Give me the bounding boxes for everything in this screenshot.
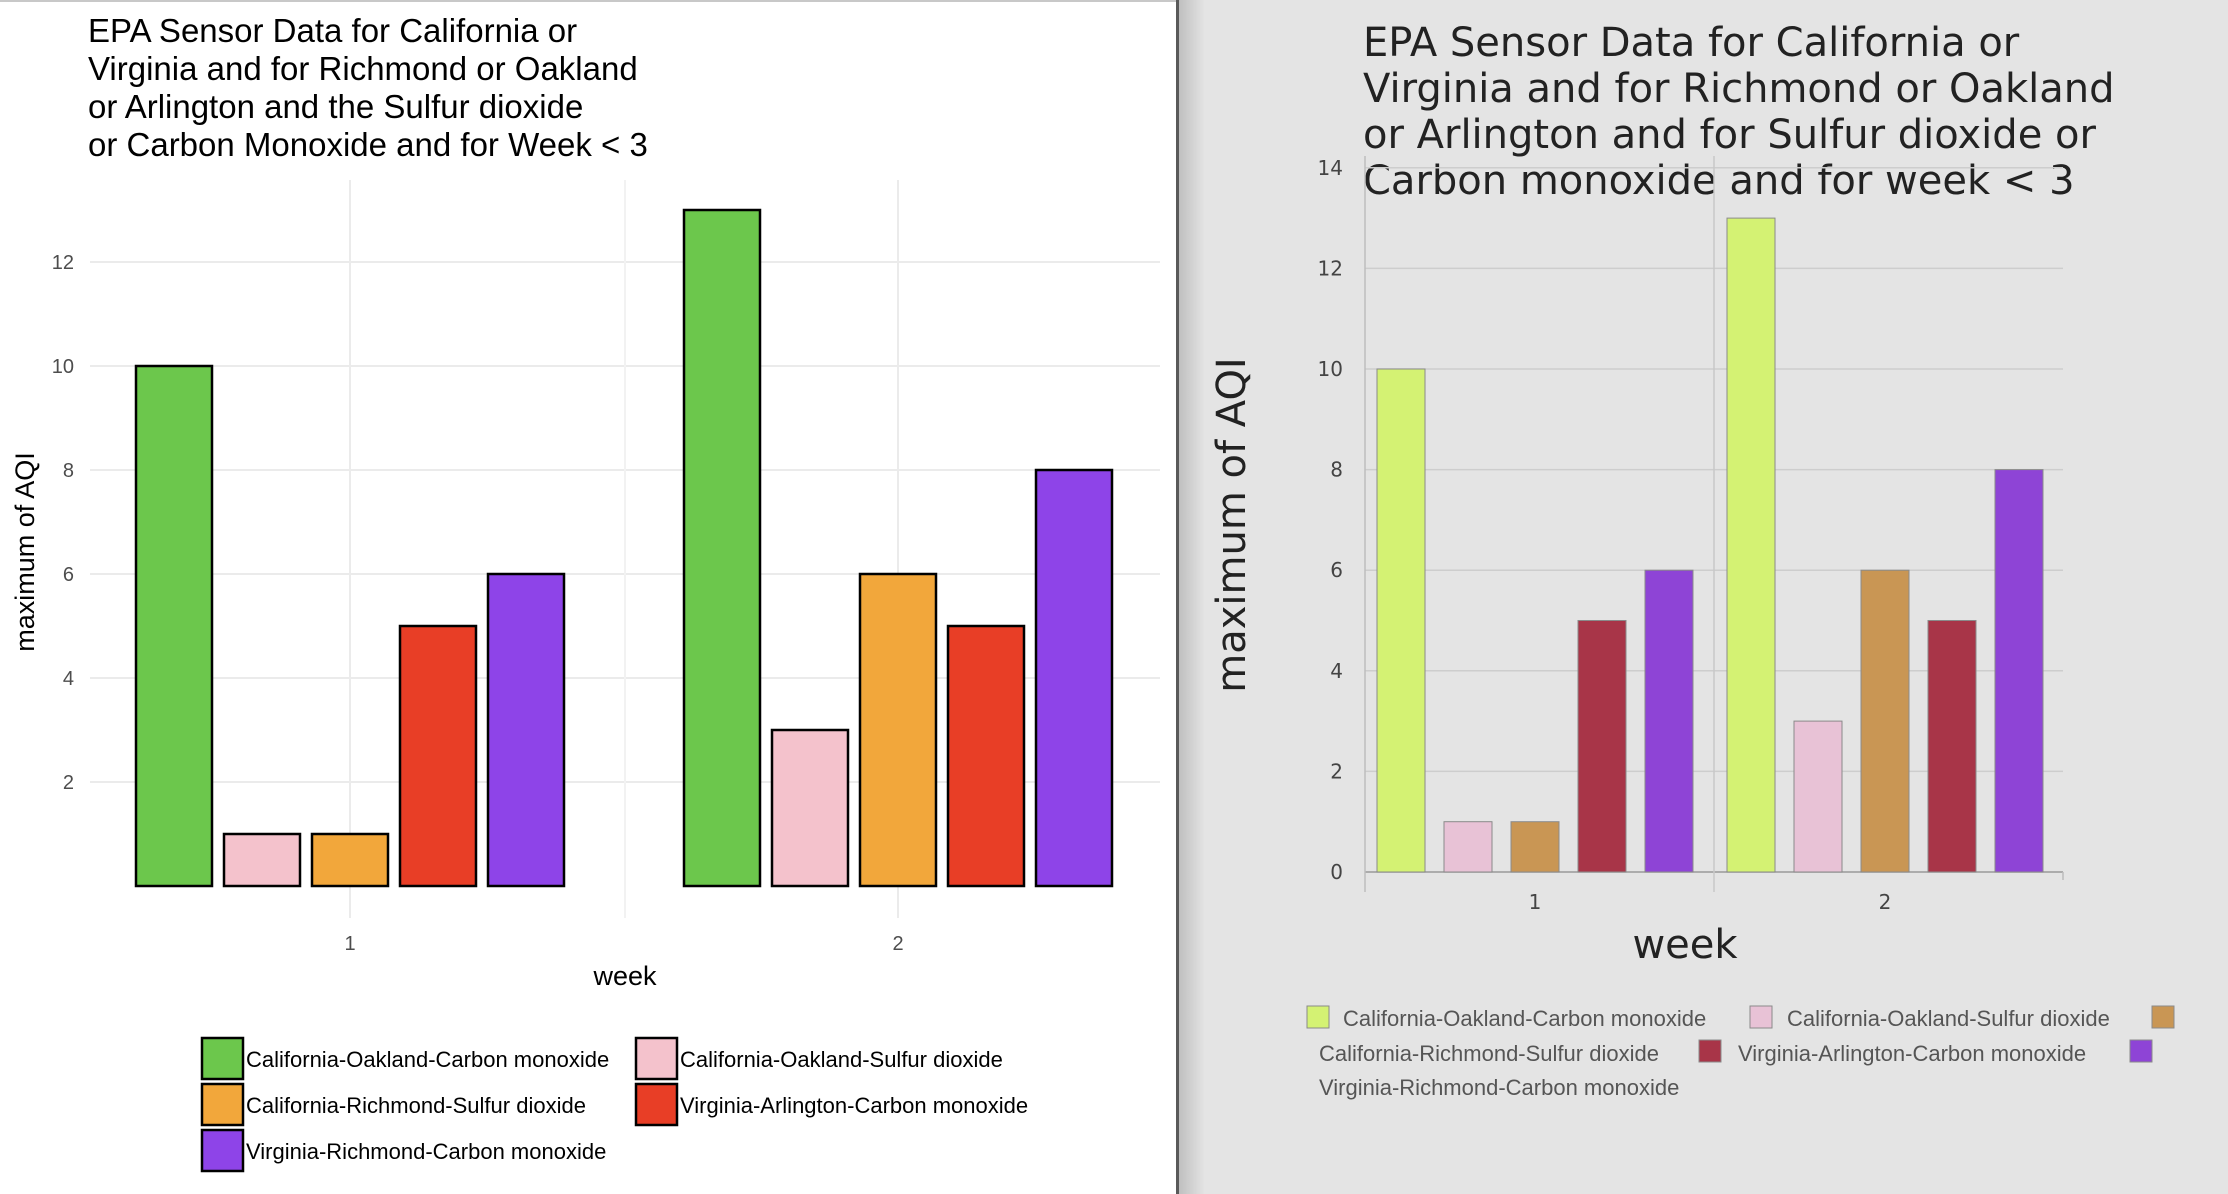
legend-label: Virginia-Arlington-Carbon monoxide [1738,1041,2086,1066]
y-tick-label: 8 [63,460,74,482]
chart-title-line: EPA Sensor Data for California or [88,12,577,49]
legend-swatch [200,1128,245,1173]
bar [682,208,762,888]
bar [1510,821,1560,873]
bar [1376,368,1426,873]
bar [398,624,478,888]
bar [1994,469,2044,873]
legend-label: California-Oakland-Carbon monoxide [246,1047,609,1072]
y-tick-label: 2 [1330,759,1343,783]
bar [134,364,214,888]
bar [858,572,938,888]
left-chart-panel: EPA Sensor Data for California or Virgini… [0,0,1176,1173]
gridlines [90,180,1160,918]
y-tick-label: 0 [1330,860,1343,884]
chart-title-line: Virginia and for Richmond or Oakland [1363,66,2115,112]
y-tick-label: 4 [63,668,74,690]
bar [1793,720,1843,873]
y-tick-label: 8 [1330,458,1343,482]
legend-swatch [1749,1005,1773,1029]
legend-label: Virginia-Richmond-Carbon monoxide [1319,1075,1679,1100]
legend-label: Virginia-Richmond-Carbon monoxide [246,1139,606,1164]
bar [770,728,850,888]
x-axis-label: week [1632,922,1738,968]
bars [134,208,1114,888]
bar [222,832,302,888]
legend-label: Virginia-Arlington-Carbon monoxide [680,1093,1028,1118]
x-tick-label: 1 [1529,890,1542,914]
bar [1927,620,1977,873]
y-tick-label: 2 [63,772,74,794]
y-tick-label: 4 [1330,659,1343,683]
x-tick-label: 1 [344,933,355,955]
bar [310,832,390,888]
legend-swatch [634,1036,679,1081]
right-chart-panel: EPA Sensor Data for California or Virgini… [1179,0,2228,1194]
legend: California-Oakland-Carbon monoxide Califo… [200,1036,1028,1173]
y-tick-labels: 0 2 4 6 8 10 12 14 [1318,156,1343,884]
legend-label: California-Oakland-Sulfur dioxide [1787,1006,2110,1031]
legend: California-Oakland-Carbon monoxide Califo… [1306,1005,2175,1100]
window-divider [1176,0,1179,1194]
chart-title-line: or Arlington and the Sulfur dioxide [88,88,583,125]
x-tick-label: 2 [892,933,903,955]
legend-swatch [1306,1005,1330,1029]
legend-swatch [2151,1005,2175,1029]
legend-label: California-Richmond-Sulfur dioxide [246,1093,586,1118]
legend-label: California-Oakland-Carbon monoxide [1343,1006,1706,1031]
chart-title-line: EPA Sensor Data for California or [1363,20,2020,66]
bar [486,572,566,888]
chart-title-line: or Carbon Monoxide and for Week < 3 [88,126,648,163]
bar [1443,821,1493,873]
y-axis-label: maximum of AQI [10,452,40,652]
y-tick-label: 14 [1318,156,1343,180]
bar [1034,468,1114,888]
chart-title-line: Carbon monoxide and for week < 3 [1363,158,2075,204]
chart-title-line: Virginia and for Richmond or Oakland [88,50,638,87]
bar [1726,217,1776,873]
bars [1376,217,2044,873]
bar [1577,620,1627,873]
y-tick-label: 6 [1330,558,1343,582]
legend-swatch [200,1036,245,1081]
legend-label: California-Oakland-Sulfur dioxide [680,1047,1003,1072]
left-chart: EPA Sensor Data for California orVirgini… [10,12,1160,1173]
x-axis-label: week [592,961,657,991]
chart-title: EPA Sensor Data for California orVirgini… [1363,20,2115,204]
y-tick-label: 12 [1318,256,1343,280]
y-tick-label: 10 [1318,357,1343,381]
y-tick-labels: 2 4 6 8 10 12 [52,252,74,794]
right-chart: EPA Sensor Data for California orVirgini… [1209,20,2175,1100]
legend-swatch [2129,1039,2153,1063]
gridlines [1364,156,2064,892]
y-tick-label: 10 [52,356,74,378]
panel-shadow [1179,0,1205,1194]
legend-swatch [634,1082,679,1127]
y-axis-label: maximum of AQI [1209,357,1255,692]
chart-title: EPA Sensor Data for California orVirgini… [88,12,648,163]
y-tick-label: 12 [52,252,74,274]
chart-title-line: or Arlington and for Sulfur dioxide or [1363,112,2096,158]
x-tick-label: 2 [1879,890,1892,914]
bar [946,624,1026,888]
legend-swatch [200,1082,245,1127]
legend-swatch [1698,1039,1722,1063]
bar [1860,569,1910,873]
bar [1644,569,1694,873]
y-tick-label: 6 [63,564,74,586]
legend-label: California-Richmond-Sulfur dioxide [1319,1041,1659,1066]
